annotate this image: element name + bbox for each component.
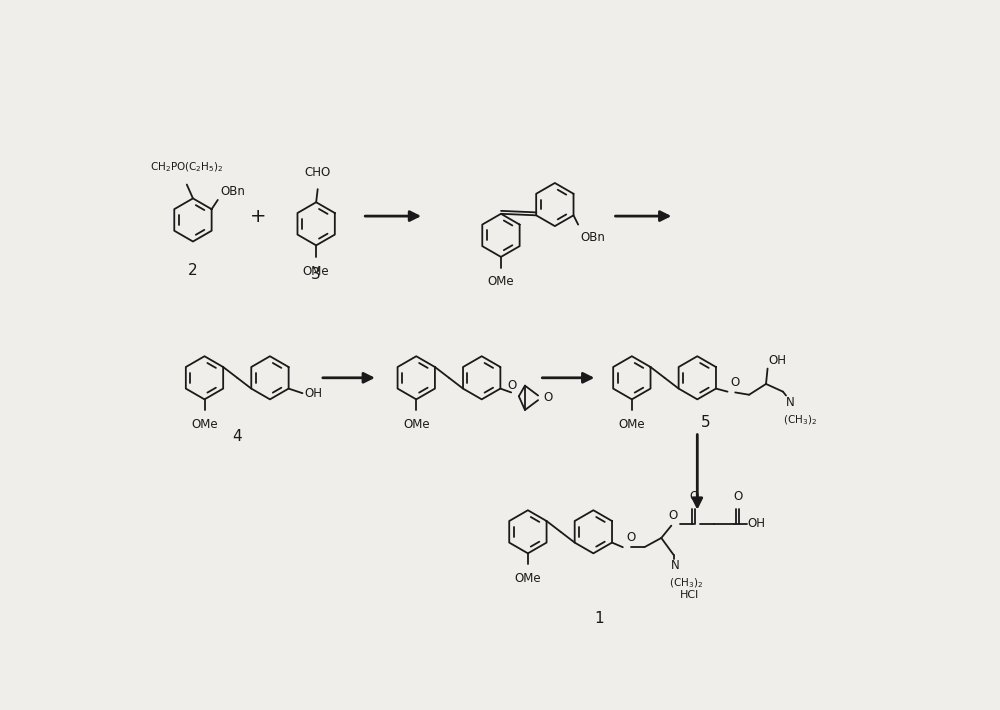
Text: OH: OH bbox=[748, 517, 766, 530]
Text: (CH$_3$)$_2$: (CH$_3$)$_2$ bbox=[783, 413, 817, 427]
Text: 1: 1 bbox=[594, 611, 604, 626]
Text: N: N bbox=[671, 559, 680, 572]
Text: OMe: OMe bbox=[515, 572, 541, 585]
Text: +: + bbox=[250, 207, 267, 226]
Text: O: O bbox=[733, 491, 742, 503]
Text: OH: OH bbox=[304, 387, 322, 400]
Text: O: O bbox=[731, 376, 740, 388]
Text: OBn: OBn bbox=[580, 231, 605, 244]
Text: OMe: OMe bbox=[191, 418, 218, 431]
Text: 5: 5 bbox=[701, 415, 711, 430]
Text: 3: 3 bbox=[311, 267, 321, 282]
Text: OMe: OMe bbox=[488, 275, 514, 288]
Text: CHO: CHO bbox=[305, 166, 331, 179]
Text: OMe: OMe bbox=[403, 418, 430, 431]
Text: O: O bbox=[543, 391, 553, 404]
Text: 2: 2 bbox=[188, 263, 198, 278]
Text: O: O bbox=[507, 378, 517, 392]
Text: OH: OH bbox=[768, 354, 786, 367]
Text: N: N bbox=[786, 395, 795, 408]
Text: OMe: OMe bbox=[303, 265, 329, 278]
Text: O: O bbox=[668, 509, 677, 522]
Text: OBn: OBn bbox=[221, 185, 246, 198]
Text: 4: 4 bbox=[232, 429, 242, 444]
Text: CH$_2$PO(C$_2$H$_5$)$_2$: CH$_2$PO(C$_2$H$_5$)$_2$ bbox=[150, 160, 224, 174]
Text: O: O bbox=[689, 491, 698, 503]
Text: HCl: HCl bbox=[680, 590, 699, 601]
Text: O: O bbox=[626, 531, 635, 544]
Text: OMe: OMe bbox=[619, 418, 645, 431]
Text: (CH$_3$)$_2$: (CH$_3$)$_2$ bbox=[669, 577, 703, 590]
